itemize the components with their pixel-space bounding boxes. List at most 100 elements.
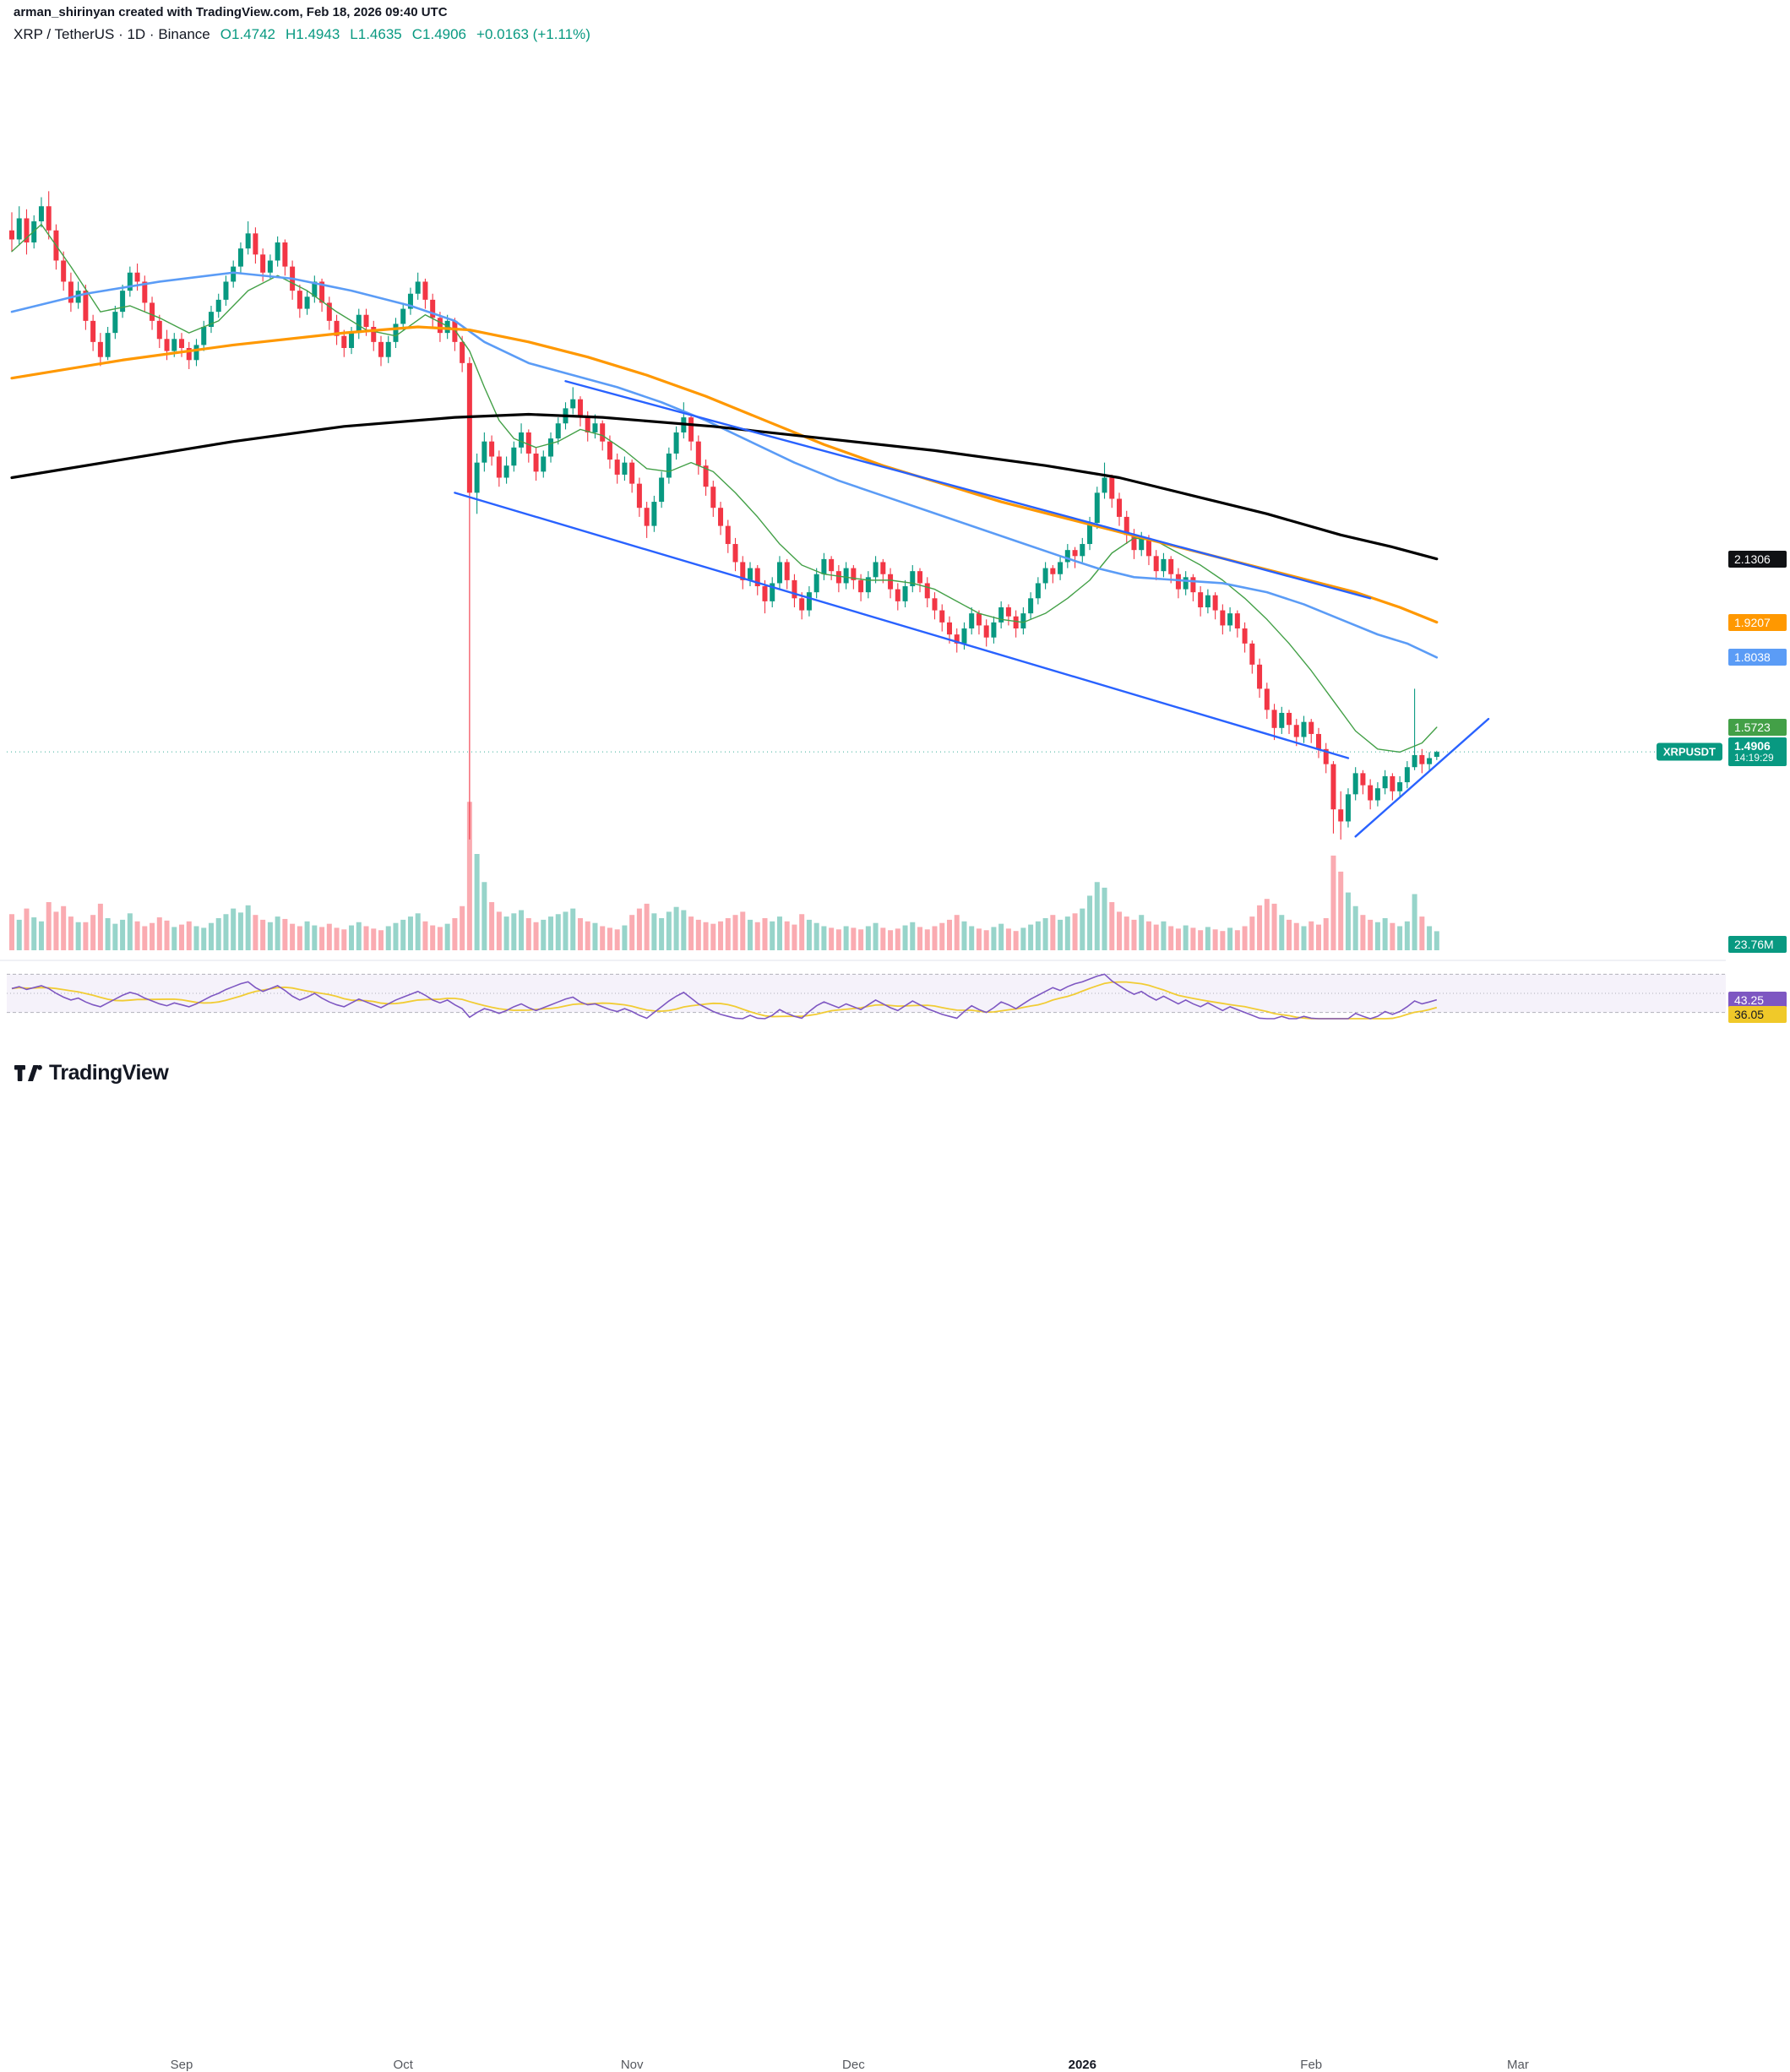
volume-bar — [888, 930, 894, 950]
symbol-legend: XRP / TetherUS · 1D · Binance O1.4742 H1… — [14, 26, 590, 43]
candle-body — [1013, 616, 1019, 628]
candle-body — [858, 579, 864, 593]
candle-body — [215, 299, 221, 313]
volume-bar — [1175, 928, 1181, 950]
candle-body — [16, 218, 22, 240]
volume-bar — [112, 923, 118, 950]
volume-bar — [636, 908, 642, 950]
volume-bar — [186, 921, 192, 950]
candle-body — [703, 465, 709, 487]
candle-body — [998, 607, 1004, 623]
volume-bar — [460, 905, 465, 950]
candle-body — [1087, 523, 1093, 545]
volume-bar — [1345, 892, 1351, 950]
time-axis-label-oct: Oct — [393, 2058, 413, 2072]
candle-body — [1183, 577, 1189, 590]
volume-bar — [290, 923, 296, 950]
volume-bar — [858, 929, 864, 950]
volume-bar — [1419, 916, 1425, 950]
volume-bar — [732, 915, 738, 950]
volume-bar — [880, 927, 886, 950]
candle-body — [600, 423, 606, 442]
candle-body — [1035, 583, 1041, 599]
candle-body — [1094, 492, 1100, 524]
candle-body — [799, 598, 805, 611]
candle-body — [592, 423, 598, 432]
candle-body — [179, 339, 185, 348]
candle-body — [68, 281, 73, 303]
volume-bar — [164, 920, 170, 950]
volume-bar — [231, 908, 237, 950]
candle-body — [1397, 782, 1403, 791]
candle-body — [407, 293, 413, 309]
candle-body — [1050, 568, 1056, 574]
time-axis-label-mar: Mar — [1507, 2058, 1529, 2072]
volume-bar — [570, 908, 576, 950]
volume-bar — [385, 926, 391, 950]
candle-body — [422, 281, 428, 300]
volume-bar — [356, 922, 362, 950]
volume-bar — [851, 927, 857, 950]
candle-body — [1124, 516, 1129, 536]
candle-body — [525, 432, 531, 454]
bar-countdown: 14:19:29 — [1734, 752, 1774, 764]
volume-bar — [1434, 931, 1439, 950]
volume-bar — [215, 918, 221, 950]
volume-bar — [46, 902, 52, 950]
candle-body — [1145, 537, 1151, 557]
candle-body — [452, 320, 458, 342]
candle-body — [150, 302, 155, 321]
volume-bar — [1271, 903, 1277, 950]
volume-bar — [503, 916, 509, 950]
time-axis-label-2026: 2026 — [1068, 2058, 1096, 2072]
volume-bar — [1198, 930, 1204, 950]
volume-bar — [415, 913, 421, 950]
legend-close: C1.4906 — [411, 26, 467, 42]
candle-body — [740, 562, 746, 580]
volume-bar — [1374, 922, 1380, 950]
volume-bar — [585, 921, 590, 950]
candle-body — [533, 453, 539, 472]
candle-body — [201, 327, 207, 345]
volume-bar — [150, 922, 155, 950]
volume-bar — [673, 906, 679, 950]
candle-body — [1338, 809, 1344, 822]
rsi-value-tag: 43.25 — [1728, 991, 1787, 1009]
candle-body — [245, 233, 251, 249]
candle-body — [97, 341, 103, 357]
volume-bar — [1227, 927, 1233, 950]
candle-body — [112, 312, 118, 334]
time-axis-label-nov: Nov — [620, 2058, 644, 2072]
volume-bar — [695, 919, 701, 950]
price-chart-canvas[interactable] — [0, 0, 1790, 1104]
volume-bar — [237, 912, 243, 950]
volume-bar — [629, 915, 635, 950]
volume-bar — [312, 925, 318, 950]
candle-body — [1131, 535, 1137, 551]
candle-body — [969, 613, 975, 628]
volume-bar — [437, 927, 443, 950]
volume-bar — [718, 921, 724, 950]
volume-bar — [127, 913, 133, 950]
candle-body — [1271, 710, 1277, 728]
volume-bar — [770, 921, 775, 950]
candle-body — [770, 583, 775, 601]
volume-bar — [607, 927, 612, 950]
volume-bar — [917, 927, 923, 950]
volume-bar — [1087, 895, 1093, 950]
candle-body — [1323, 748, 1329, 764]
candle-body — [24, 218, 30, 243]
candle-body — [1020, 613, 1026, 628]
candle-body — [1117, 498, 1122, 517]
candle-body — [430, 299, 436, 318]
candle-body — [548, 438, 554, 457]
volume-bar — [1131, 919, 1137, 950]
candle-body — [297, 291, 302, 309]
candle-body — [659, 477, 665, 503]
candle-body — [607, 441, 612, 460]
volume-bar — [179, 924, 185, 950]
volume-bar — [1153, 924, 1159, 950]
candle-body — [519, 432, 525, 448]
tradingview-logo[interactable]: TradingView — [14, 1061, 169, 1085]
candle-body — [1264, 688, 1270, 710]
